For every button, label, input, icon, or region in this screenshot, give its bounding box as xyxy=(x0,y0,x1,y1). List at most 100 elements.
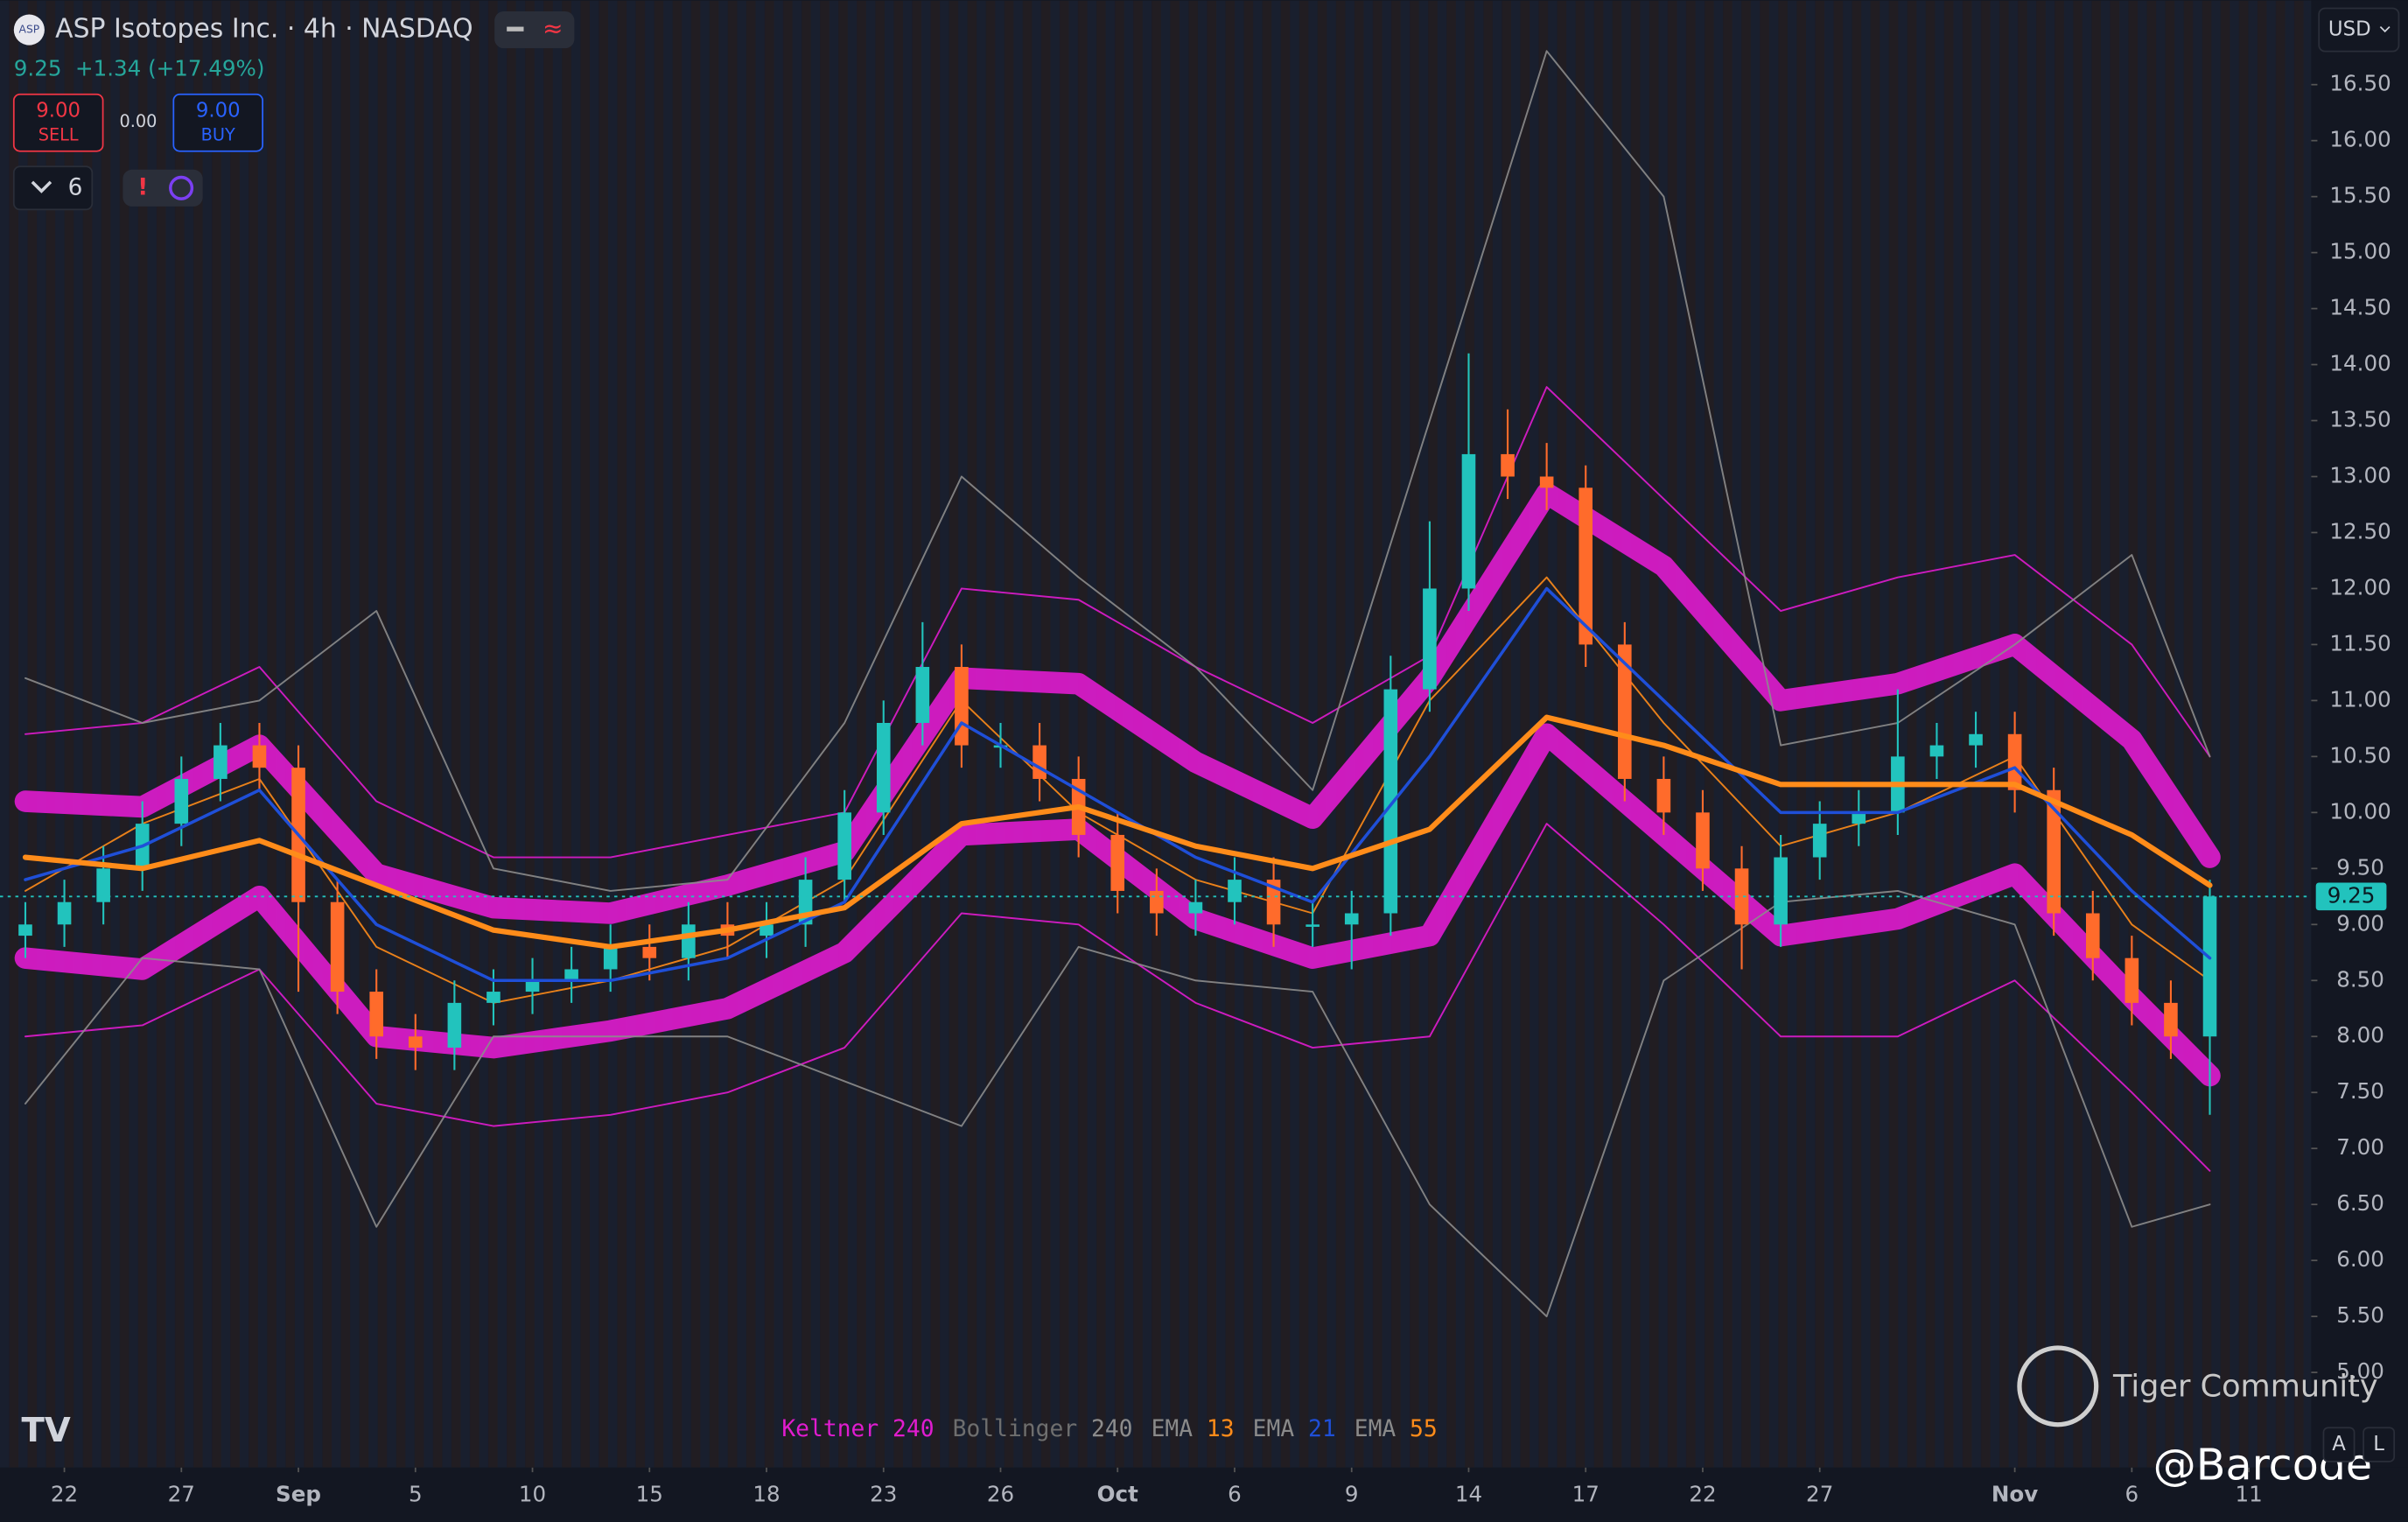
legend-name: EMA xyxy=(1354,1415,1396,1441)
log-label: L xyxy=(2373,1433,2384,1455)
legend-length: 240 xyxy=(892,1415,934,1441)
x-tick-label: Sep xyxy=(276,1481,321,1506)
legend-name: Bollinger xyxy=(953,1415,1078,1441)
legend-length: 240 xyxy=(1091,1415,1133,1441)
candle-body xyxy=(1501,453,1515,477)
currency-button[interactable] xyxy=(2318,7,2400,53)
x-tick-label: 15 xyxy=(636,1481,663,1506)
candle-body xyxy=(1228,880,1242,902)
y-tick-label: 5.50 xyxy=(2336,1302,2384,1328)
last-price-tag xyxy=(2315,882,2387,911)
candle-body xyxy=(564,969,578,981)
candle-body xyxy=(369,992,384,1037)
candle-body xyxy=(1344,913,1359,925)
status-pill[interactable] xyxy=(494,11,575,49)
last-price-label: 9.25 xyxy=(2328,882,2376,908)
last-price: 9.25 xyxy=(14,56,62,81)
y-tick-label: 8.50 xyxy=(2336,966,2384,992)
indicator-toggle[interactable] xyxy=(12,165,94,211)
legend-length: 55 xyxy=(1410,1415,1438,1441)
candle-body xyxy=(1969,733,1983,746)
sync-icon xyxy=(169,175,194,200)
log-button[interactable] xyxy=(2362,1427,2396,1462)
buy-button[interactable] xyxy=(172,93,263,152)
candle-body xyxy=(1734,868,1749,925)
x-tick-label: 26 xyxy=(987,1481,1014,1506)
candle-body xyxy=(174,778,189,824)
chevron xyxy=(31,180,52,193)
y-tick-label: 12.50 xyxy=(2329,518,2390,544)
y-tick-label: 10.00 xyxy=(2329,798,2390,824)
sell-price: 9.00 xyxy=(36,100,80,123)
candle-body xyxy=(1306,924,1320,927)
candle-body xyxy=(1852,812,1866,824)
alert-icon: ! xyxy=(137,174,148,200)
y-tick-label: 14.50 xyxy=(2329,295,2390,320)
candle-body xyxy=(252,745,267,768)
indicator-line xyxy=(22,714,2213,950)
y-tick-label: 15.50 xyxy=(2329,183,2390,208)
y-tick-label: 11.00 xyxy=(2329,686,2390,712)
candle-body xyxy=(408,1036,423,1049)
indicator-line xyxy=(24,889,2211,1318)
candle-body xyxy=(330,901,345,992)
x-tick-label: 23 xyxy=(870,1481,897,1506)
candle-body xyxy=(2124,957,2139,1003)
indicator-line xyxy=(24,50,2211,892)
candle-body xyxy=(955,667,969,746)
candle-body xyxy=(1812,824,1827,858)
price-change: +1.34 (+17.49%) xyxy=(75,56,264,81)
currency-chevron xyxy=(2379,25,2390,33)
candle-body xyxy=(1618,644,1632,779)
logo xyxy=(13,14,45,46)
status-icon-wave: ≈ xyxy=(542,14,564,43)
candle-body xyxy=(1266,880,1281,925)
candle-body xyxy=(1032,745,1046,779)
candle-body xyxy=(447,1002,462,1049)
auto-button[interactable] xyxy=(2322,1427,2356,1462)
candle-body xyxy=(915,667,930,723)
y-tick-label: 7.00 xyxy=(2336,1134,2384,1160)
x-tick-label: Nov xyxy=(1992,1481,2038,1506)
sell-button[interactable] xyxy=(12,93,104,152)
y-tick-label: 14.00 xyxy=(2329,351,2390,376)
legend-name: Keltner xyxy=(781,1415,878,1441)
y-tick-label: 13.00 xyxy=(2329,463,2390,488)
y-axis-panel xyxy=(2311,0,2408,1468)
y-tick-label: 16.00 xyxy=(2329,127,2390,152)
candle-body xyxy=(2202,896,2217,1037)
candle-body xyxy=(642,946,657,958)
candle-body xyxy=(214,745,228,779)
logo-text: ASP xyxy=(19,24,40,36)
indicator-line xyxy=(14,723,2221,1087)
indicator-line xyxy=(24,386,2211,859)
x-tick-label: 6 xyxy=(1228,1481,1242,1506)
buy-price: 9.00 xyxy=(196,100,241,123)
candle-body xyxy=(1461,453,1476,589)
watermark: Tiger Community xyxy=(2112,1369,2378,1405)
candle-body xyxy=(1929,745,1944,757)
candle-body xyxy=(837,812,851,880)
y-tick-label: 12.00 xyxy=(2329,574,2390,600)
legend-length: 13 xyxy=(1207,1415,1235,1441)
candle-body xyxy=(57,901,72,925)
y-tick-label: 9.00 xyxy=(2336,910,2384,936)
x-tick-label: 14 xyxy=(1455,1481,1482,1506)
y-tick-label: 11.50 xyxy=(2329,630,2390,656)
currency: USD xyxy=(2328,18,2371,41)
tv-logo: TV xyxy=(22,1411,71,1450)
y-tick-label: 10.50 xyxy=(2329,742,2390,768)
candle-body xyxy=(1383,689,1398,914)
x-tick-label: 11 xyxy=(2235,1481,2262,1506)
candle-body xyxy=(876,722,891,813)
indicator-count: 6 xyxy=(68,174,83,200)
candle-body xyxy=(1150,890,1164,914)
y-tick-label: 6.00 xyxy=(2336,1246,2384,1272)
candle-body xyxy=(1656,778,1671,813)
sell-label: SELL xyxy=(38,125,79,145)
candle-body xyxy=(1188,901,1203,914)
spread: 0.00 xyxy=(119,111,157,131)
